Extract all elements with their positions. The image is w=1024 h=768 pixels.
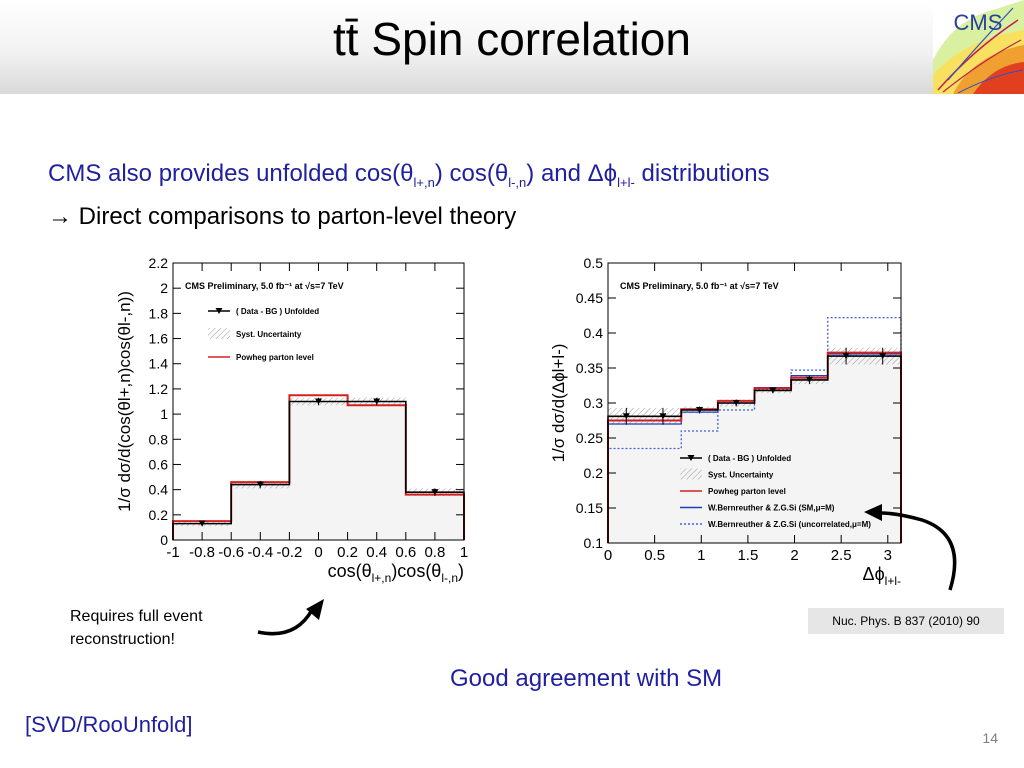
data-point xyxy=(879,353,887,360)
data-point xyxy=(842,353,850,360)
arrow-to-left-chart xyxy=(257,599,324,636)
data-point xyxy=(431,489,439,496)
y-tick-label: 0.2 xyxy=(584,465,604,481)
data-fill xyxy=(173,401,464,540)
data-point xyxy=(256,481,264,488)
x-tick-label: 0.6 xyxy=(395,544,416,561)
legend-swatch-syst xyxy=(208,328,230,339)
cms-logo: CMS xyxy=(933,0,1024,94)
x-axis-label: cos(θl+,n)cos(θl-,n) xyxy=(328,561,464,585)
chart-caption: CMS Preliminary, 5.0 fb⁻¹ at √s=7 TeV xyxy=(620,281,779,291)
data-point xyxy=(696,407,704,413)
svd-link[interactable]: [SVD/RooUnfold] xyxy=(25,712,193,737)
logo-text: CMS xyxy=(954,10,1003,35)
x-tick-label: 0 xyxy=(314,544,322,561)
x-tick-label: 2 xyxy=(790,547,798,564)
y-tick-label: 0.8 xyxy=(149,431,169,447)
y-tick-label: 0.1 xyxy=(584,535,604,551)
legend-label: ( Data - BG ) Unfolded xyxy=(708,454,791,463)
legend-label: Powheg parton level xyxy=(708,487,786,496)
data-point xyxy=(805,376,813,383)
x-tick-label: -0.4 xyxy=(247,544,273,561)
x-tick-label: 0.2 xyxy=(337,544,358,561)
y-tick-label: 0.4 xyxy=(584,325,604,341)
cos-correlation-chart: -1 -0.8 -0.6 -0.4 -0.2 0 0.2 0.4 0.6 0.8 1 0 0.2 0.4 0… xyxy=(115,255,468,585)
x-tick-label: -0.8 xyxy=(189,544,215,561)
y-tick-label: 0.6 xyxy=(149,456,169,472)
legend-label: ( Data - BG ) Unfolded xyxy=(236,307,319,316)
data-point xyxy=(732,400,740,406)
x-tick-label: 0 xyxy=(604,547,612,564)
legend-label: W.Bernreuther & Z.G.Si (SM,μ=M) xyxy=(708,504,835,513)
x-tick-label: 1 xyxy=(460,544,468,561)
y-tick-label: 0.15 xyxy=(576,500,603,516)
y-tick-label: 1.4 xyxy=(149,356,169,372)
data-histogram xyxy=(172,400,465,540)
reference-box: Nuc. Phys. B 837 (2010) 90 xyxy=(808,608,1004,634)
data-point xyxy=(659,413,667,420)
delta-phi-chart: 0 0.5 1 1.5 2 2.5 3 0.1 0.15 0.2 0.25 0.3 0.35 0.4 0.4… xyxy=(549,255,902,588)
agreement-text: Good agreement with SM xyxy=(450,665,723,692)
x-tick-label: 1.5 xyxy=(737,547,758,564)
legend-label: Syst. Uncertainty xyxy=(708,471,774,480)
intro-line-2: → Direct comparisons to parton-level the… xyxy=(48,202,517,230)
x-tick-label: -0.6 xyxy=(218,544,244,561)
data-point xyxy=(769,387,777,394)
x-tick-label: -0.2 xyxy=(276,544,302,561)
y-tick-label: 0.5 xyxy=(584,255,604,271)
series-line-1 xyxy=(172,394,465,540)
y-tick-label: 1.2 xyxy=(149,381,169,397)
legend-label: Syst. Uncertainty xyxy=(236,330,302,339)
x-tick-label: 0.8 xyxy=(424,544,445,561)
intro-text: CMS also provides unfolded cos(θl+,n) co… xyxy=(48,157,770,234)
data-point xyxy=(622,413,630,420)
y-tick-label: 0.45 xyxy=(576,290,603,306)
data-point xyxy=(315,398,322,405)
intro-line-1: CMS also provides unfolded cos(θl+,n) co… xyxy=(48,160,770,190)
legend-marker xyxy=(687,455,695,461)
legend-label: Powheg parton level xyxy=(236,353,314,362)
y-tick-label: 2.2 xyxy=(149,255,169,271)
x-tick-label: 3 xyxy=(884,547,892,564)
y-tick-label: 0 xyxy=(160,532,168,548)
y-tick-label: 0.2 xyxy=(149,507,169,523)
title-bar xyxy=(0,0,1024,94)
legend-swatch-syst xyxy=(680,468,702,480)
y-axis-label: 1/σ dσ/d(Δϕl+l-) xyxy=(549,344,568,463)
y-axis-label: 1/σ dσ/d(cos(θl+,n)cos(θl-,n)) xyxy=(115,291,134,512)
y-tick-label: 1 xyxy=(160,406,168,422)
y-tick-label: 0.35 xyxy=(576,360,603,376)
x-tick-label: 1 xyxy=(697,547,705,564)
x-tick-label: 0.5 xyxy=(644,547,665,564)
y-tick-label: 0.4 xyxy=(149,482,169,498)
data-point xyxy=(198,520,206,527)
x-tick-label: 0.4 xyxy=(366,544,387,561)
y-tick-label: 1.6 xyxy=(149,331,169,347)
y-tick-label: 0.25 xyxy=(576,430,603,446)
chart-caption: CMS Preliminary, 5.0 fb⁻¹ at √s=7 TeV xyxy=(185,281,344,291)
x-tick-label: -1 xyxy=(166,544,179,561)
x-tick-label: 2.5 xyxy=(831,547,852,564)
legend-marker xyxy=(215,308,223,314)
page-number: 14 xyxy=(982,730,998,746)
data-fill xyxy=(608,356,901,543)
slide-title: tt̄ Spin correlation xyxy=(333,13,691,65)
arrow-to-right-chart xyxy=(864,504,957,591)
legend-label: W.Bernreuther & Z.G.Si (uncorrelated,μ=M… xyxy=(708,520,871,529)
x-axis-label: Δϕl+l- xyxy=(863,564,901,588)
reconstruction-note: Requires full event reconstruction! xyxy=(70,608,203,648)
y-tick-label: 0.3 xyxy=(584,395,604,411)
y-tick-label: 2 xyxy=(160,280,168,296)
y-tick-label: 1.8 xyxy=(149,305,169,321)
data-point xyxy=(373,398,381,405)
